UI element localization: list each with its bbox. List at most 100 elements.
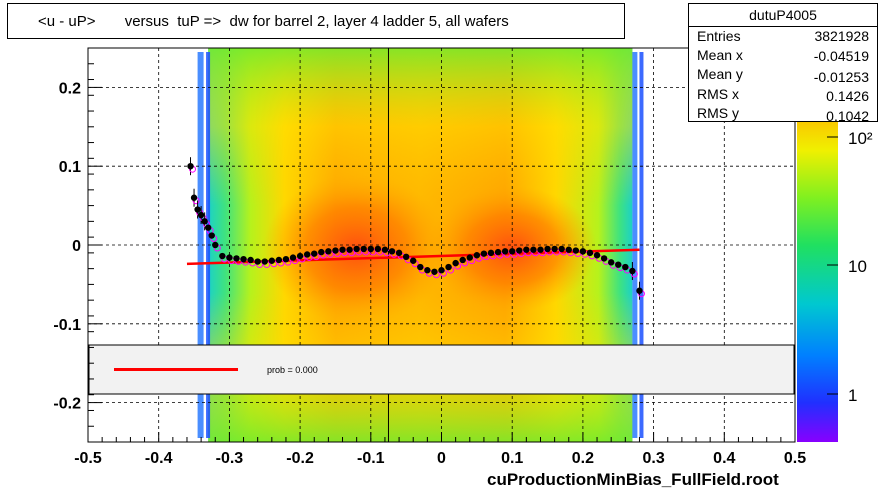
- legend-prob-text: prob = 0.000: [267, 365, 318, 375]
- x-tick-label: -0.3: [216, 450, 244, 467]
- y-axis: -0.2 -0.1 0 0.1 0.2: [53, 47, 102, 443]
- profile-point: [374, 245, 382, 253]
- profile-point: [459, 256, 466, 264]
- x-tick-label: -0.2: [286, 450, 314, 467]
- stat-value-mean-x: -0.04519: [813, 48, 869, 64]
- stats-title: dutuP4005: [749, 7, 817, 23]
- profile-point: [565, 246, 572, 253]
- profile-point: [388, 248, 396, 255]
- profile-point: [219, 252, 226, 260]
- profile-point: [353, 245, 360, 253]
- profile-point: [579, 248, 587, 255]
- plot-title-box: <u - uP> versus tuP => dw for barrel 2, …: [7, 3, 625, 39]
- profile-point: [346, 246, 353, 253]
- profile-point: [431, 268, 438, 275]
- profile-point: [509, 248, 516, 255]
- profile-point: [381, 246, 389, 253]
- profile-point: [311, 250, 318, 257]
- profile-point: [452, 259, 459, 267]
- x-axis: -0.5 -0.4 -0.3 -0.2 -0.1 0 0.1 0.2 0.3 0.4 0.5: [74, 432, 806, 467]
- x-tick-label: 0.1: [501, 450, 523, 467]
- profile-points: [187, 157, 645, 300]
- heatmap-edge-stripe: [197, 52, 204, 438]
- profile-point: [516, 247, 523, 254]
- profile-point: [501, 248, 509, 255]
- profile-point: [367, 245, 374, 253]
- footer-filename: cuProductionMinBias_FullField.root: [487, 470, 779, 489]
- profile-point: [551, 245, 558, 253]
- profile-point: [586, 249, 594, 257]
- profile-point: [303, 251, 311, 258]
- profile-point: [530, 246, 537, 253]
- profile-point: [600, 255, 608, 262]
- profile-point: [268, 257, 276, 264]
- profile-point: [417, 263, 424, 271]
- profile-point: [226, 254, 233, 261]
- x-tick-label: 0.2: [572, 450, 594, 467]
- y-tick-label: 0.1: [59, 159, 81, 176]
- profile-point: [240, 255, 247, 263]
- stat-label-entries: Entries: [697, 28, 741, 44]
- profile-point: [190, 194, 198, 201]
- profile-point: [593, 252, 601, 259]
- stat-value-rms-y: 0.1042: [826, 108, 869, 124]
- stat-label-rms-y: RMS y: [697, 105, 739, 121]
- profile-point: [473, 252, 481, 259]
- z-tick-label: 10²: [848, 129, 873, 148]
- profile-point: [360, 245, 367, 253]
- profile-point: [212, 241, 219, 249]
- profile-point: [402, 253, 410, 261]
- profile-point: [558, 245, 565, 253]
- profile-point: [544, 245, 551, 253]
- profile-point: [194, 206, 201, 213]
- profile-point: [204, 224, 212, 231]
- profile-point: [233, 255, 240, 262]
- grid-lines: [88, 48, 795, 442]
- profile-point: [410, 257, 417, 264]
- stat-label-mean-y: Mean y: [697, 66, 743, 82]
- z-tick-label: 1: [848, 386, 857, 405]
- profile-point: [494, 248, 502, 256]
- profile-point: [318, 248, 325, 256]
- stat-value-rms-x: 0.1426: [826, 88, 869, 104]
- x-tick-label: -0.4: [145, 450, 173, 467]
- profile-point: [289, 254, 297, 261]
- profile-point: [487, 249, 495, 257]
- profile-point: [438, 267, 445, 274]
- profile-point: [187, 163, 194, 170]
- x-tick-label: -0.1: [357, 450, 385, 467]
- stat-label-rms-x: RMS x: [697, 86, 739, 102]
- heatmap: [197, 48, 644, 442]
- x-tick-label: 0.3: [642, 450, 664, 467]
- profile-point: [201, 218, 208, 225]
- profile-point: [197, 211, 205, 219]
- stat-value-entries: 3821928: [814, 28, 869, 44]
- y-tick-label: 0.2: [59, 80, 81, 97]
- profile-point: [523, 246, 530, 253]
- profile-point: [296, 252, 304, 260]
- profile-point: [339, 246, 346, 253]
- profile-point: [332, 247, 339, 254]
- profile-point: [254, 258, 261, 265]
- profile-point: [622, 263, 629, 271]
- fit-legend: prob = 0.000: [88, 344, 795, 395]
- x-tick-label: 0: [437, 450, 446, 467]
- profile-point: [607, 259, 615, 266]
- x-tick-label: 0.5: [784, 450, 806, 467]
- profile-point: [325, 248, 332, 255]
- profile-point: [424, 267, 431, 274]
- color-scale-ticks: 1 10 10²: [827, 129, 873, 405]
- profile-point: [636, 287, 643, 294]
- y-tick-label: 0: [72, 238, 81, 255]
- x-tick-label: -0.5: [74, 450, 102, 467]
- y-tick-label: -0.2: [53, 396, 81, 413]
- profile-point: [537, 246, 544, 253]
- profile-point: [466, 254, 473, 261]
- y-tick-label: -0.1: [53, 317, 81, 334]
- profile-point: [395, 249, 403, 257]
- stat-label-mean-x: Mean x: [697, 47, 743, 63]
- plot-title: <u - uP> versus tuP => dw for barrel 2, …: [38, 13, 509, 30]
- profile-point: [445, 263, 452, 271]
- profile-point: [208, 232, 215, 239]
